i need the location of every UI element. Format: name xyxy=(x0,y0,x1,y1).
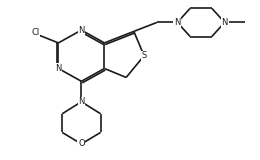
Text: O: O xyxy=(78,140,85,148)
Text: Cl: Cl xyxy=(31,28,40,37)
Text: N: N xyxy=(55,64,62,73)
Text: N: N xyxy=(78,26,84,35)
Text: N: N xyxy=(78,97,84,106)
Text: N: N xyxy=(222,18,228,27)
Text: N: N xyxy=(174,18,180,27)
Text: S: S xyxy=(141,51,147,60)
